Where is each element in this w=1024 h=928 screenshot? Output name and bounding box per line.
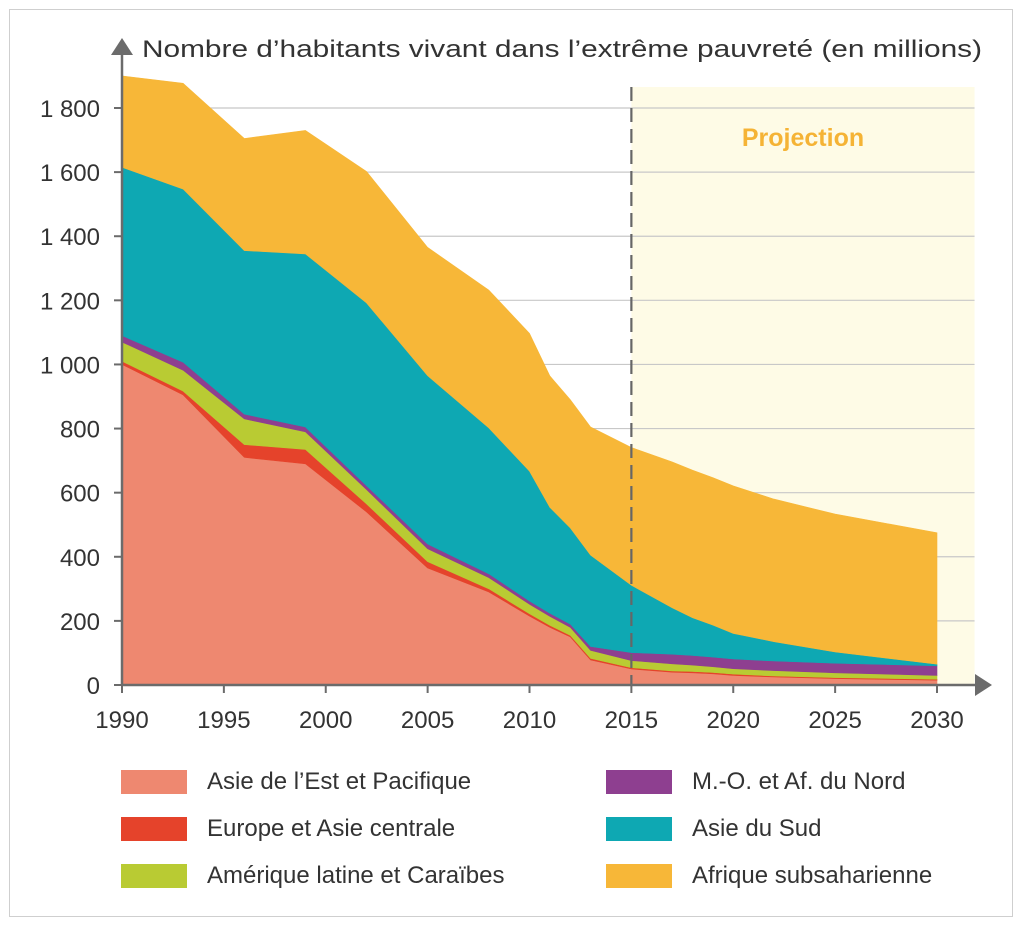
x-tick-label: 2020 [707, 707, 760, 734]
y-tick-label: 1 800 [40, 96, 100, 123]
x-tick-label: 2010 [503, 707, 556, 734]
y-tick-label: 600 [60, 481, 100, 508]
axes [111, 38, 992, 696]
chart-frame [9, 9, 1013, 917]
y-tick-label: 1 000 [40, 352, 100, 379]
projection-label: Projection [742, 124, 864, 152]
x-tick-label: 2015 [605, 707, 658, 734]
y-axis-arrow [111, 38, 133, 55]
x-tick-label: 2025 [808, 707, 861, 734]
y-axis-ticks: 0 200 400 600 800 1 000 1 200 1 400 1 600 1 800 [40, 96, 122, 700]
x-tick-label: 2030 [910, 707, 963, 734]
y-tick-label: 800 [60, 417, 100, 444]
y-tick-label: 0 [87, 673, 100, 700]
area-series [121, 75, 938, 686]
x-tick-label: 1995 [197, 707, 250, 734]
x-axis-ticks: 1990 1995 2000 2005 2010 2015 2020 2025 2030 [95, 685, 964, 734]
area-afrique-subsaharienne [121, 75, 938, 665]
chart-title: Nombre d’habitants vivant dans l’extrême… [142, 36, 982, 63]
x-axis-arrow [975, 674, 992, 696]
y-tick-label: 1 600 [40, 160, 100, 187]
x-tick-label: 1990 [95, 707, 148, 734]
y-tick-label: 1 400 [40, 224, 100, 251]
y-tick-label: 1 200 [40, 288, 100, 315]
y-tick-label: 200 [60, 609, 100, 636]
y-tick-label: 400 [60, 545, 100, 572]
x-tick-label: 2005 [401, 707, 454, 734]
x-tick-label: 2000 [299, 707, 352, 734]
